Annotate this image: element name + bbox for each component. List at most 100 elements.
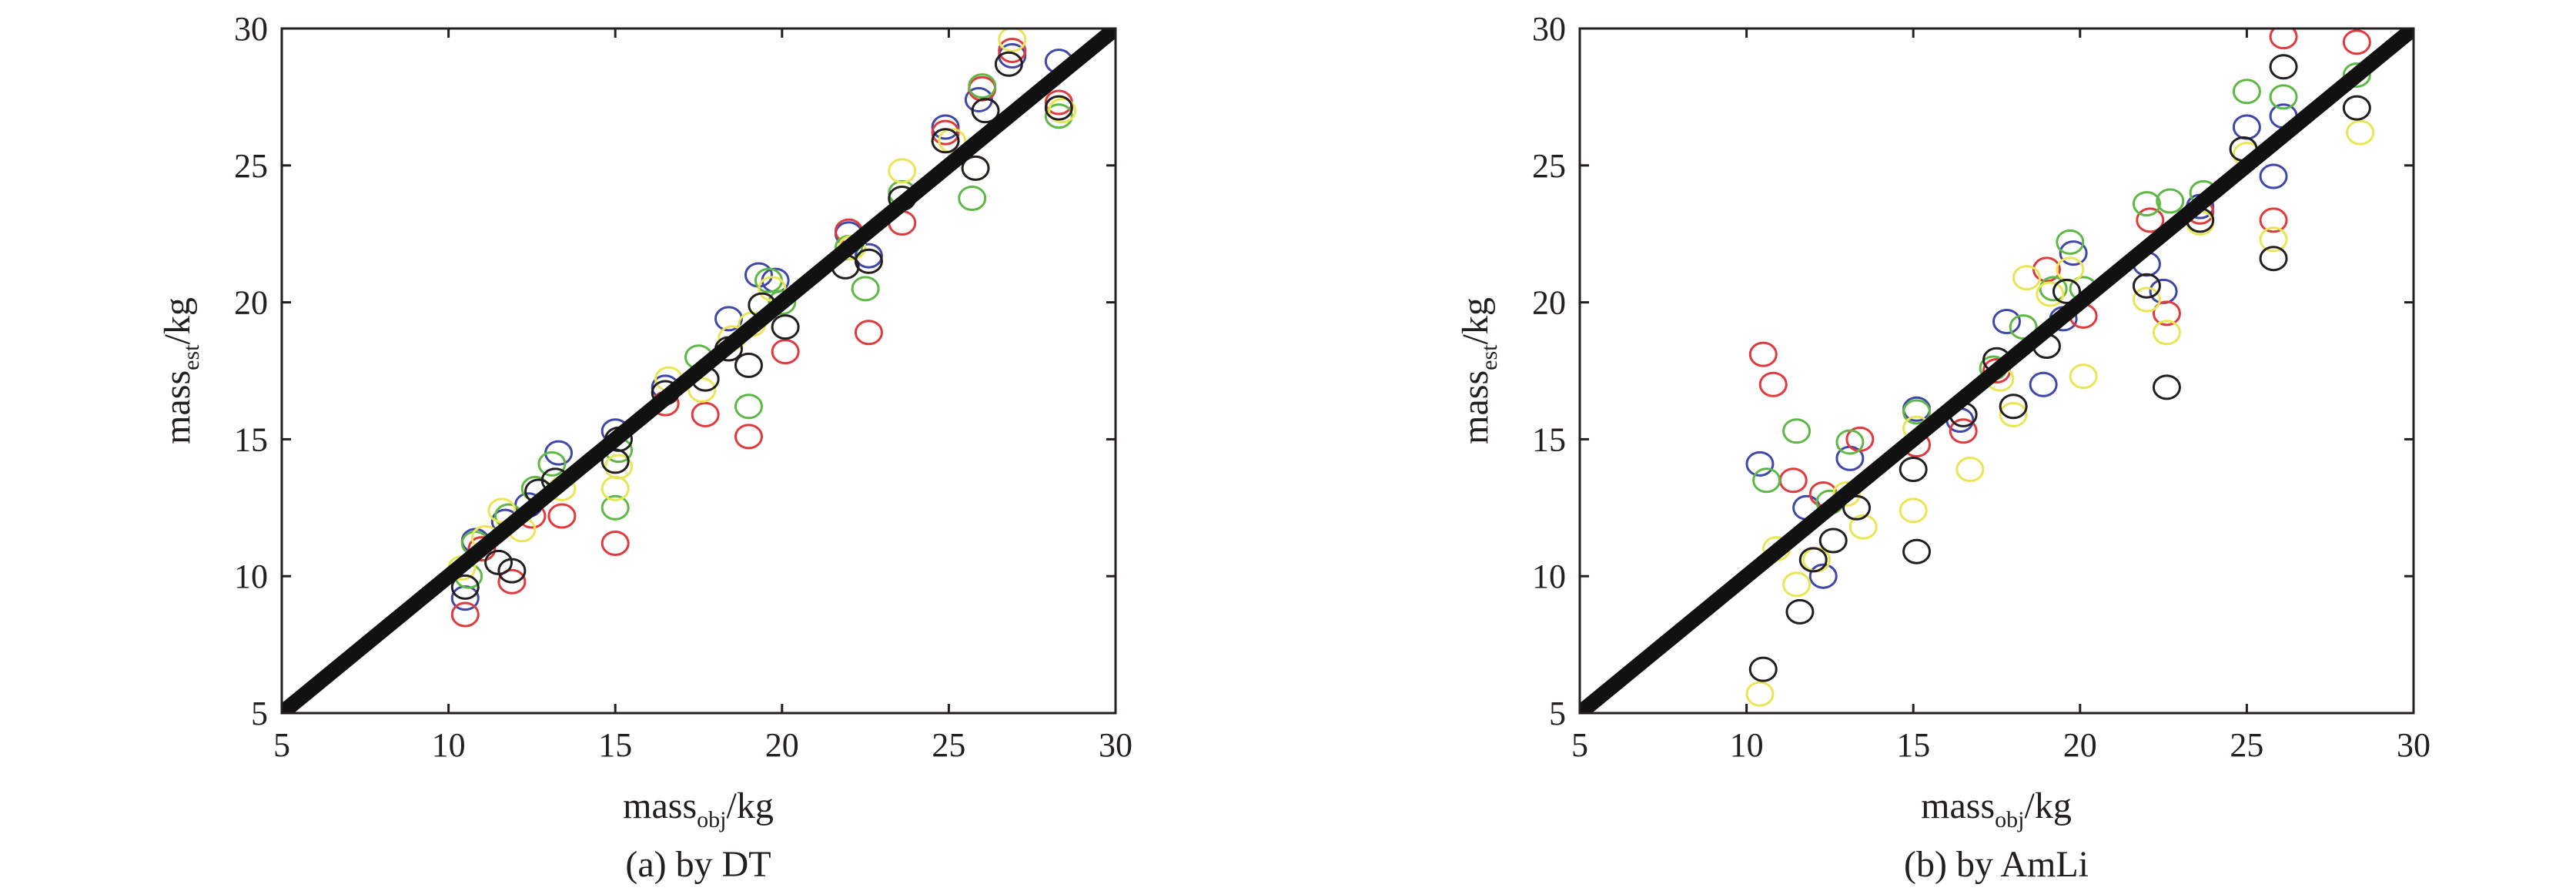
x-tick-label: 15 <box>1896 726 1930 764</box>
data-point-red <box>450 601 480 628</box>
data-point-red <box>854 320 883 346</box>
data-point-yellow <box>687 377 717 403</box>
x-axis-title-unit: /kg <box>727 785 774 826</box>
x-tick-label: 30 <box>2397 726 2430 764</box>
data-point-red <box>998 37 1027 63</box>
x-tick-label: 5 <box>1571 726 1588 764</box>
data-point-black <box>2269 54 2298 80</box>
data-point-green <box>601 494 630 521</box>
data-point-red <box>931 119 960 146</box>
data-point-black <box>1999 394 2028 420</box>
y-axis-title-sub: est <box>1477 344 1502 370</box>
data-point-black <box>971 98 1000 124</box>
data-point-black <box>2052 278 2081 304</box>
plot-area <box>282 28 1116 713</box>
data-point-red <box>2259 207 2288 233</box>
data-point-black <box>2259 246 2288 272</box>
reference-line <box>282 28 1116 713</box>
y-tick-label: 5 <box>1549 695 1566 732</box>
x-axis-title: massobj/kg <box>623 785 774 832</box>
data-point-yellow <box>938 128 967 154</box>
data-point-yellow <box>2036 281 2065 307</box>
data-point-red <box>547 503 577 529</box>
x-tick-label: 20 <box>765 726 799 764</box>
data-point-yellow <box>2152 320 2181 346</box>
data-point-black <box>734 352 763 378</box>
data-point-green <box>851 276 880 302</box>
scatter-panel-a: 5 10 15 20 25 3051015202530massobj/kgmassest/… <box>157 10 1132 885</box>
data-point-yellow <box>1048 98 1077 124</box>
data-point-blue <box>1745 451 1775 477</box>
y-tick-label: 15 <box>1532 420 1566 458</box>
data-point-black <box>497 558 527 584</box>
data-point-red <box>601 531 630 557</box>
data-point-green <box>2056 229 2085 255</box>
data-point-black <box>2132 273 2161 299</box>
data-point-red <box>1778 467 1808 494</box>
data-point-black <box>771 314 800 340</box>
y-tick-label: 20 <box>234 284 268 322</box>
data-point-yellow <box>1848 514 1878 540</box>
data-point-yellow <box>1745 681 1775 707</box>
data-point-yellow <box>758 276 787 302</box>
data-point-yellow <box>2012 265 2041 291</box>
data-point-green <box>1902 399 1932 425</box>
data-point-green <box>958 185 987 211</box>
y-tick-label: 25 <box>1532 147 1566 185</box>
x-tick-label: 15 <box>598 726 632 764</box>
data-point-yellow <box>2259 226 2288 253</box>
data-point-black <box>1902 538 1932 564</box>
x-axis-title-sub: obj <box>1995 807 2024 832</box>
x-tick-label: 5 <box>273 726 290 764</box>
data-point-blue <box>1992 308 2021 334</box>
y-axis-title: massest/kg <box>1455 297 1502 444</box>
plot-area <box>1580 28 2414 713</box>
data-point-green <box>2009 314 2038 340</box>
data-point-red <box>2032 256 2061 283</box>
y-tick-label: 15 <box>234 420 268 458</box>
data-point-blue <box>2029 371 2058 397</box>
data-point-black <box>994 51 1023 77</box>
x-tick-label: 30 <box>1099 726 1132 764</box>
data-point-yellow <box>1899 497 1928 524</box>
data-point-green <box>1782 418 1812 444</box>
data-point-black <box>854 248 883 274</box>
y-tick-label: 10 <box>1532 558 1566 595</box>
x-axis-title-main: mass <box>623 785 697 826</box>
data-point-red <box>2342 29 2371 55</box>
plot-frame <box>1578 27 2415 715</box>
data-point-blue <box>2059 240 2088 266</box>
data-point-green <box>968 73 997 99</box>
data-point-black <box>1044 95 1073 121</box>
data-point-red <box>2269 28 2298 50</box>
data-point-yellow <box>888 158 917 184</box>
data-point-red <box>467 536 497 562</box>
data-point-blue <box>931 114 960 140</box>
data-point-blue <box>2232 114 2261 140</box>
data-point-yellow <box>998 28 1027 52</box>
y-tick-label: 5 <box>251 695 268 732</box>
panel-caption: (a) by DT <box>625 844 771 885</box>
data-point-black <box>961 155 990 181</box>
data-point-black <box>1899 457 1928 483</box>
panel-caption: (b) by AmLi <box>1904 844 2089 885</box>
data-point-green <box>1752 467 1781 494</box>
data-point-blue <box>854 243 883 269</box>
data-point-yellow <box>2069 363 2098 390</box>
data-point-green <box>734 394 763 420</box>
data-point-black <box>1842 494 1872 521</box>
data-point-green <box>1044 103 1073 129</box>
data-point-yellow <box>1955 457 1985 483</box>
y-axis-title-unit: /kg <box>157 297 198 344</box>
data-point-yellow <box>2132 286 2161 313</box>
y-tick-label: 20 <box>1532 284 1566 322</box>
data-point-black <box>2152 374 2181 400</box>
data-point-black <box>1818 528 1848 554</box>
y-tick-label: 30 <box>234 10 268 48</box>
data-point-yellow <box>2346 119 2375 146</box>
data-point-blue <box>2259 163 2288 189</box>
data-point-black <box>931 128 960 154</box>
data-point-yellow <box>604 454 634 480</box>
y-axis-title-unit: /kg <box>1455 297 1496 344</box>
